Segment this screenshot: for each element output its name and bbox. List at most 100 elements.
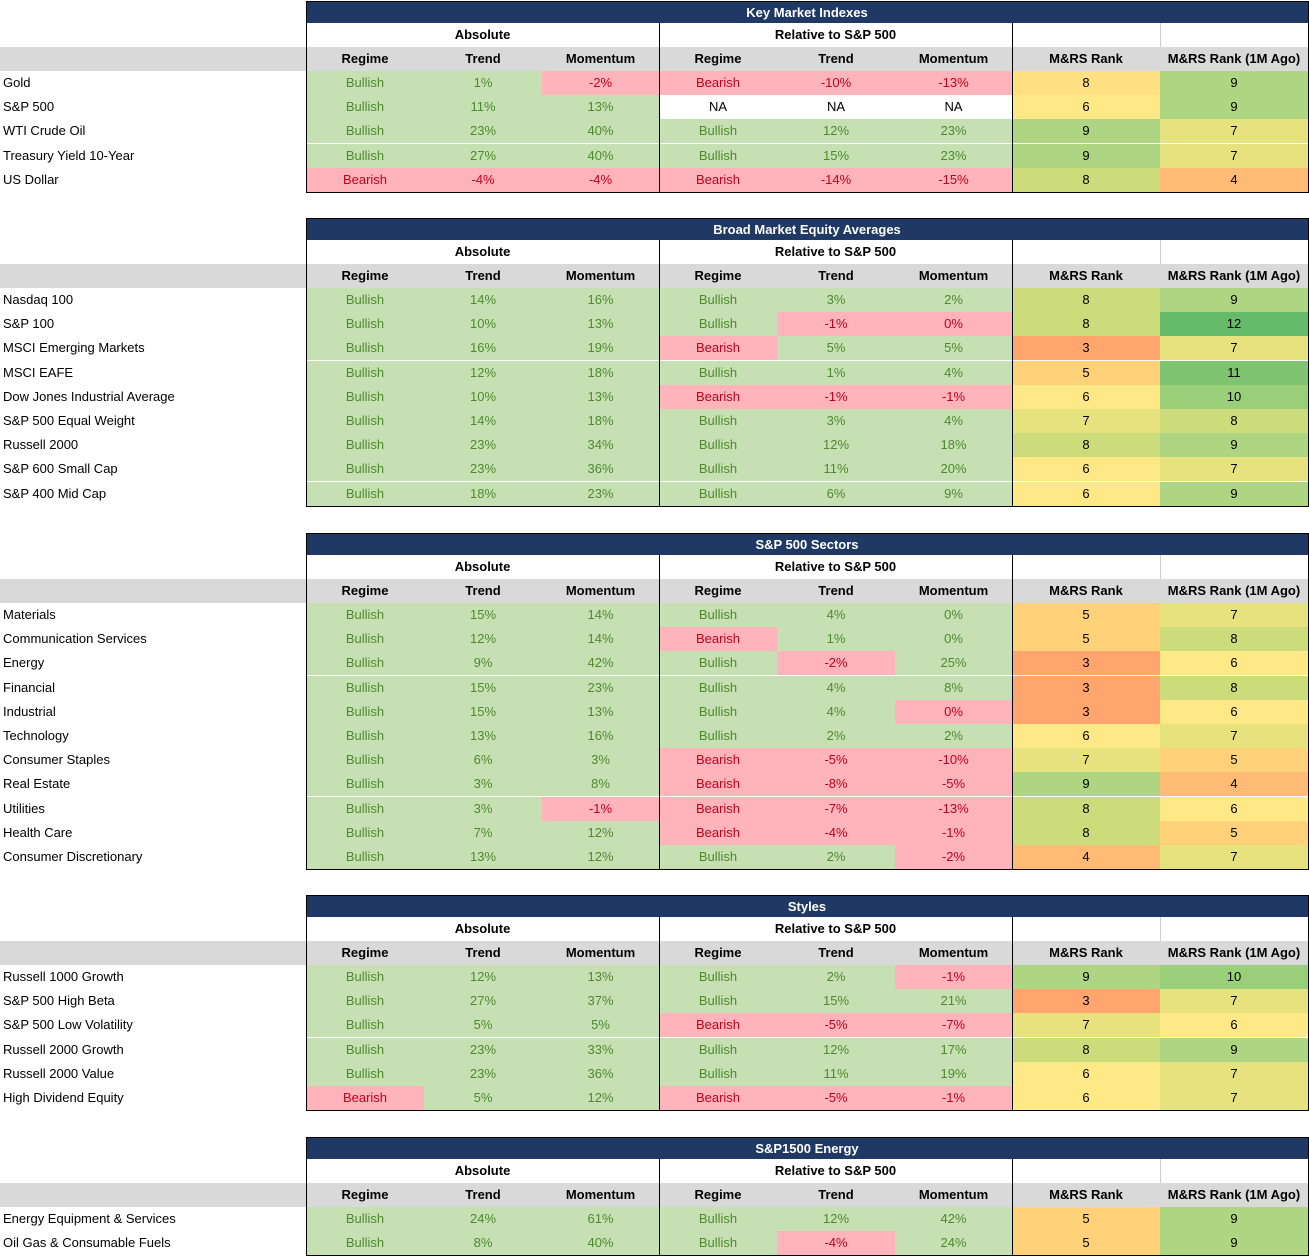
col-header-rank[interactable]: M&RS Rank: [1049, 1187, 1123, 1202]
table-row[interactable]: WTI Crude Oil Bullish 23% 40% Bullish 12% 23% 9…: [0, 119, 1309, 144]
col-header-rel-momentum[interactable]: Momentum: [918, 945, 989, 960]
table-row[interactable]: Oil Gas & Consumable Fuels Bullish 8% 40% Bu…: [0, 1231, 1309, 1256]
table-row[interactable]: Financial Bullish 15% 23% Bullish 4% 8% 3 8: [0, 675, 1309, 700]
rank-divider: [1160, 240, 1161, 264]
col-header-rel-trend[interactable]: Trend: [818, 945, 854, 960]
col-header-regime[interactable]: Regime: [341, 51, 389, 66]
col-header-rank[interactable]: M&RS Rank: [1049, 945, 1123, 960]
cell-rank-1m: 7: [1160, 989, 1308, 1014]
col-header-regime[interactable]: Regime: [341, 945, 389, 960]
cell-rank-1m: 9: [1160, 433, 1308, 458]
table-row[interactable]: High Dividend Equity Bearish 5% 12% Bearish -…: [0, 1086, 1309, 1110]
cell-rank: 8: [1012, 71, 1160, 95]
table-row[interactable]: S&P 500 High Beta Bullish 27% 37% Bullish 15%…: [0, 989, 1309, 1014]
cell-trend: 23%: [424, 457, 542, 482]
cell-momentum: 14%: [542, 603, 659, 627]
cell-trend: 14%: [424, 409, 542, 433]
col-header-momentum[interactable]: Momentum: [565, 945, 636, 960]
col-header-rank-1m[interactable]: M&RS Rank (1M Ago): [1167, 945, 1301, 960]
cell-rel-trend: 11%: [777, 457, 895, 482]
table-row[interactable]: Health Care Bullish 7% 12% Bearish -4% -1% 8 5: [0, 820, 1309, 845]
col-header-trend[interactable]: Trend: [465, 945, 501, 960]
header-background: [0, 1183, 1309, 1207]
table-row[interactable]: Energy Equipment & Services Bullish 24% 61%…: [0, 1207, 1309, 1231]
cell-momentum: 40%: [542, 1231, 659, 1256]
col-header-rank[interactable]: M&RS Rank: [1049, 268, 1123, 283]
table-row[interactable]: S&P 500 Low Volatility Bullish 5% 5% Bearish…: [0, 1013, 1309, 1038]
table-row[interactable]: Technology Bullish 13% 16% Bullish 2% 2% 6 7: [0, 724, 1309, 748]
col-header-rel-regime[interactable]: Regime: [694, 583, 742, 598]
table-row[interactable]: Gold Bullish 1% -2% Bearish -10% -13% 8 9: [0, 71, 1309, 95]
cell-momentum: 12%: [542, 820, 659, 845]
cell-rel-momentum: 0%: [895, 603, 1012, 627]
col-header-rel-trend[interactable]: Trend: [818, 268, 854, 283]
table-row[interactable]: S&P 100 Bullish 10% 13% Bullish -1% 0% 8 12: [0, 312, 1309, 337]
col-header-trend[interactable]: Trend: [465, 268, 501, 283]
col-header-rank[interactable]: M&RS Rank: [1049, 583, 1123, 598]
table-row[interactable]: Consumer Discretionary Bullish 13% 12% Bulli…: [0, 845, 1309, 869]
table-row[interactable]: Dow Jones Industrial Average Bullish 10% 13…: [0, 384, 1309, 409]
cell-rel-momentum: -13%: [895, 796, 1012, 821]
col-header-trend[interactable]: Trend: [465, 583, 501, 598]
col-header-rank-1m[interactable]: M&RS Rank (1M Ago): [1167, 268, 1301, 283]
col-header-rel-trend[interactable]: Trend: [818, 583, 854, 598]
table-row[interactable]: Energy Bullish 9% 42% Bullish -2% 25% 3 6: [0, 651, 1309, 676]
table-row[interactable]: Industrial Bullish 15% 13% Bullish 4% 0% 3 6: [0, 699, 1309, 724]
table-row[interactable]: S&P 600 Small Cap Bullish 23% 36% Bullish 11%…: [0, 457, 1309, 482]
cell-rank-1m: 7: [1160, 119, 1308, 144]
col-header-rel-trend[interactable]: Trend: [818, 51, 854, 66]
cell-rel-trend: NA: [777, 95, 895, 120]
table-row[interactable]: Russell 1000 Growth Bullish 12% 13% Bullish 2…: [0, 965, 1309, 989]
col-header-rel-momentum[interactable]: Momentum: [918, 51, 989, 66]
table-row[interactable]: Russell 2000 Bullish 23% 34% Bullish 12% 18% 8 9: [0, 433, 1309, 458]
table-row[interactable]: MSCI EAFE Bullish 12% 18% Bullish 1% 4% 5 11: [0, 360, 1309, 385]
cell-trend: 13%: [424, 845, 542, 869]
table-row[interactable]: S&P 500 Equal Weight Bullish 14% 18% Bullish…: [0, 409, 1309, 433]
col-header-rel-momentum[interactable]: Momentum: [918, 1187, 989, 1202]
cell-trend: 3%: [424, 772, 542, 797]
cell-rank-1m: 5: [1160, 748, 1308, 773]
table-row[interactable]: S&P 400 Mid Cap Bullish 18% 23% Bullish 6% 9% 6…: [0, 481, 1309, 506]
col-header-momentum[interactable]: Momentum: [565, 583, 636, 598]
table-row[interactable]: Communication Services Bullish 12% 14% Beari…: [0, 627, 1309, 652]
col-header-rank-1m[interactable]: M&RS Rank (1M Ago): [1167, 583, 1301, 598]
col-header-rel-regime[interactable]: Regime: [694, 1187, 742, 1202]
col-header-rank-1m[interactable]: M&RS Rank (1M Ago): [1167, 1187, 1301, 1202]
col-header-rel-trend[interactable]: Trend: [818, 1187, 854, 1202]
col-header-rel-regime[interactable]: Regime: [694, 945, 742, 960]
col-header-regime[interactable]: Regime: [341, 268, 389, 283]
table-row[interactable]: Russell 2000 Growth Bullish 23% 33% Bullish 1…: [0, 1037, 1309, 1062]
table-row[interactable]: Nasdaq 100 Bullish 14% 16% Bullish 3% 2% 8 9: [0, 288, 1309, 312]
col-header-momentum[interactable]: Momentum: [565, 51, 636, 66]
cell-rank-1m: 10: [1160, 384, 1308, 409]
table-row[interactable]: Russell 2000 Value Bullish 23% 36% Bullish 11…: [0, 1061, 1309, 1086]
cell-rank-1m: 9: [1160, 95, 1308, 120]
col-header-rel-regime[interactable]: Regime: [694, 51, 742, 66]
col-header-rel-momentum[interactable]: Momentum: [918, 583, 989, 598]
col-header-trend[interactable]: Trend: [465, 1187, 501, 1202]
col-header-rel-regime[interactable]: Regime: [694, 268, 742, 283]
table-row[interactable]: Consumer Staples Bullish 6% 3% Bearish -5% -10…: [0, 748, 1309, 773]
col-header-trend[interactable]: Trend: [465, 51, 501, 66]
table-row[interactable]: Real Estate Bullish 3% 8% Bearish -8% -5% 9 4: [0, 772, 1309, 797]
col-header-momentum[interactable]: Momentum: [565, 1187, 636, 1202]
table-row[interactable]: Materials Bullish 15% 14% Bullish 4% 0% 5 7: [0, 603, 1309, 627]
table-row[interactable]: Treasury Yield 10-Year Bullish 27% 40% Bulli…: [0, 143, 1309, 168]
table-row[interactable]: S&P 500 Bullish 11% 13% NA NA NA 6 9: [0, 95, 1309, 120]
col-header-rel-momentum[interactable]: Momentum: [918, 268, 989, 283]
col-header-regime[interactable]: Regime: [341, 583, 389, 598]
table-row[interactable]: US Dollar Bearish -4% -4% Bearish -14% -15% 8 4: [0, 167, 1309, 192]
row-name: Oil Gas & Consumable Fuels: [3, 1235, 171, 1251]
cell-rank-1m: 9: [1160, 71, 1308, 95]
cell-regime: Bullish: [306, 457, 424, 482]
cell-rank: 7: [1012, 1013, 1160, 1038]
col-header-momentum[interactable]: Momentum: [565, 268, 636, 283]
table-row[interactable]: MSCI Emerging Markets Bullish 16% 19% Bearis…: [0, 336, 1309, 361]
col-header-rank-1m[interactable]: M&RS Rank (1M Ago): [1167, 51, 1301, 66]
col-header-rank[interactable]: M&RS Rank: [1049, 51, 1123, 66]
cell-momentum: 33%: [542, 1037, 659, 1062]
cell-rank-1m: 9: [1160, 1231, 1308, 1256]
table-row[interactable]: Utilities Bullish 3% -1% Bearish -7% -13% 8 6: [0, 796, 1309, 821]
row-name: Utilities: [3, 800, 45, 816]
col-header-regime[interactable]: Regime: [341, 1187, 389, 1202]
